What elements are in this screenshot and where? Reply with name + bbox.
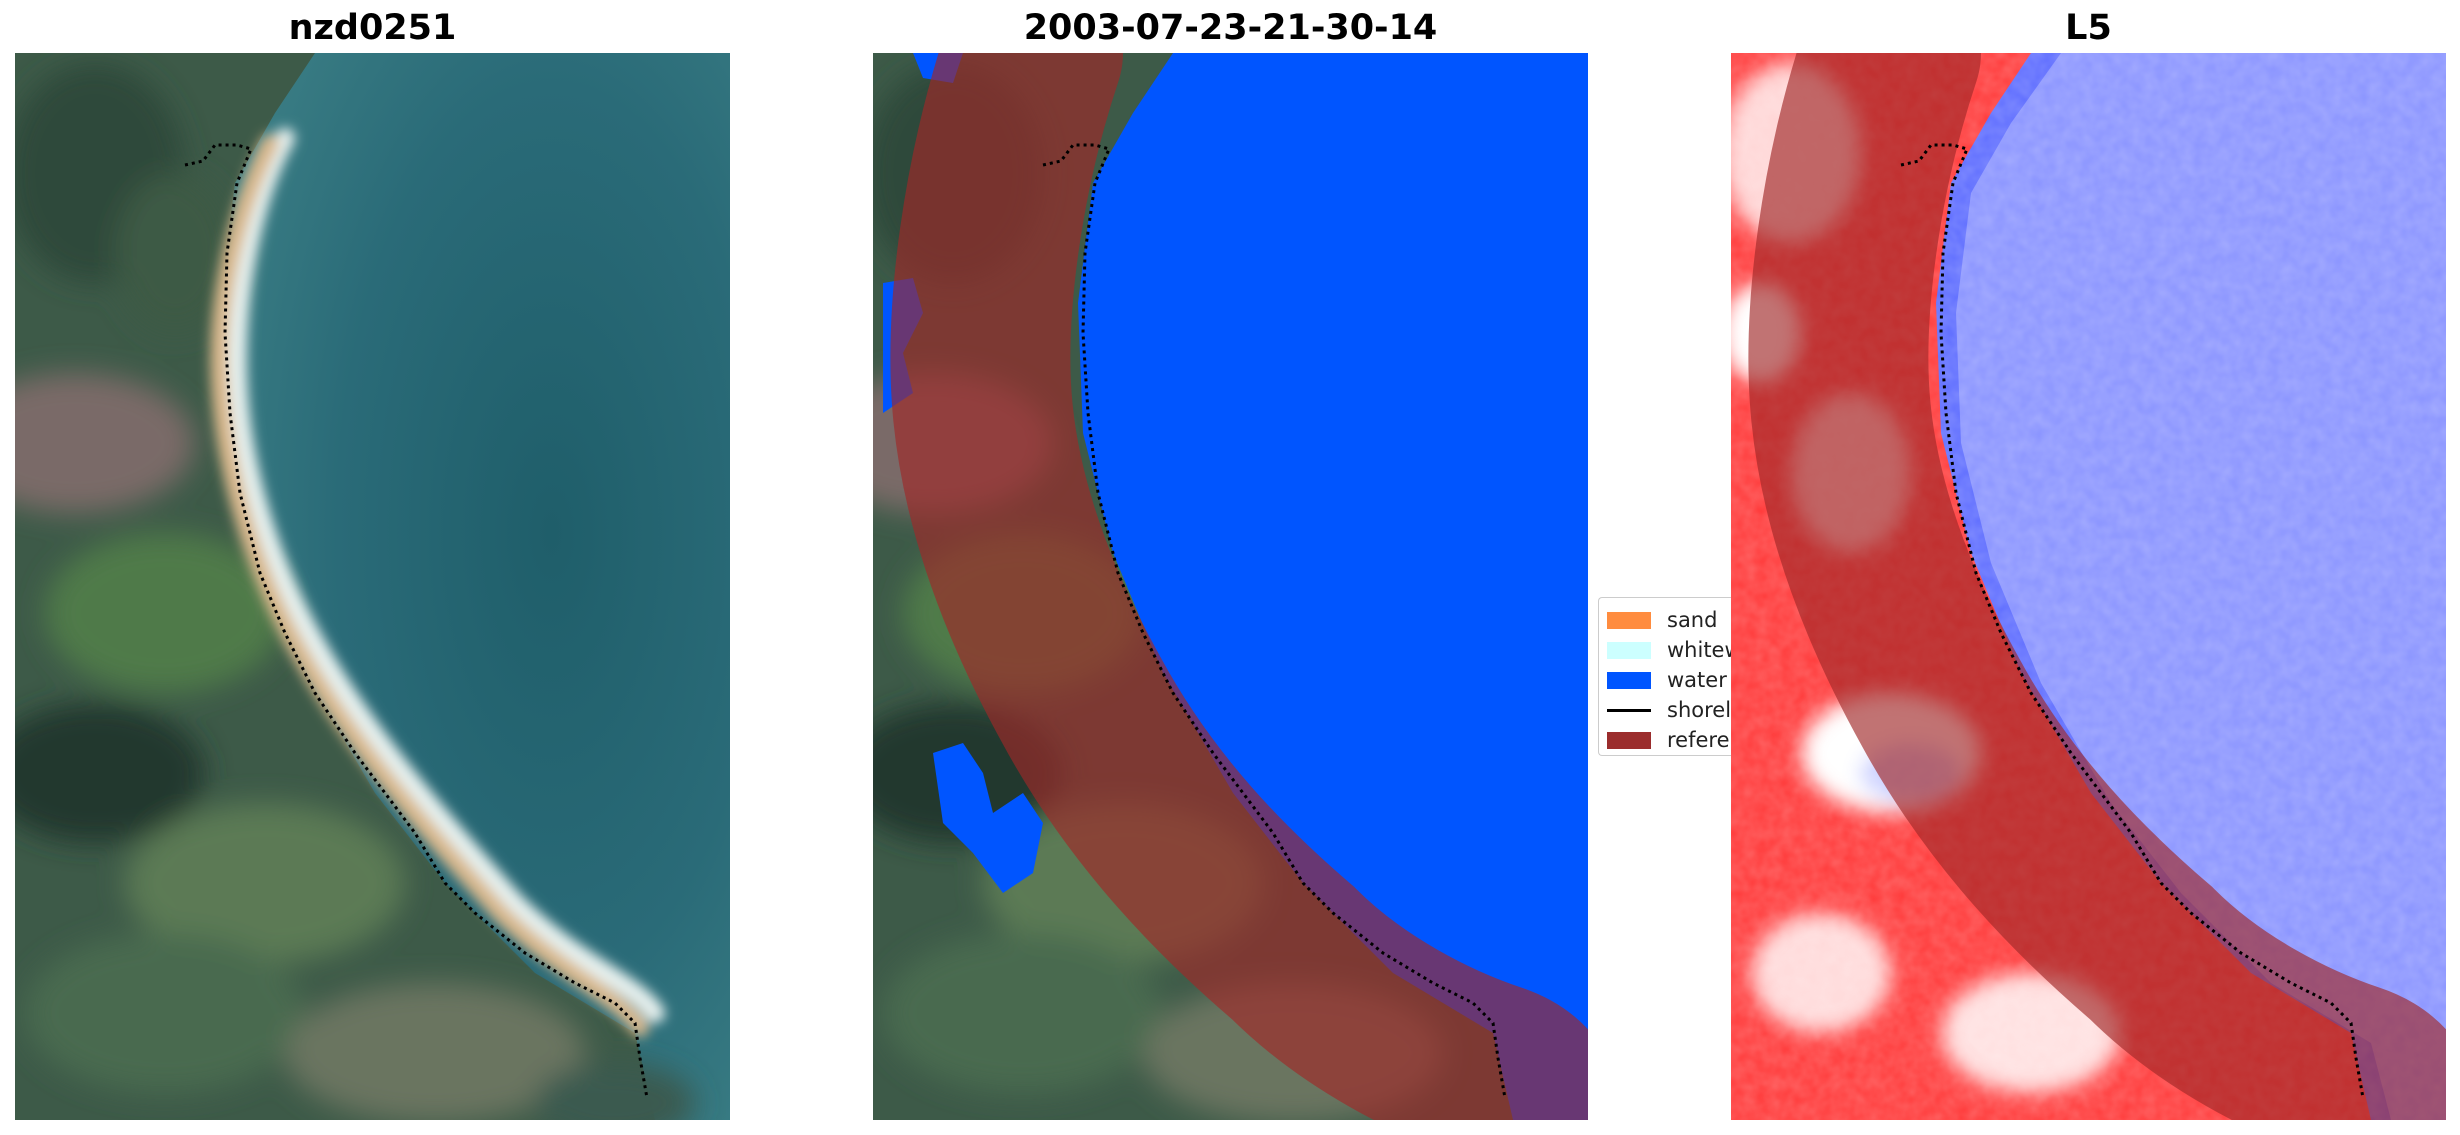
legend-label: reference shoreline buffer [1667,728,1735,752]
buffer-swatch [1607,731,1651,749]
classification-image [873,53,1588,1120]
legend-item-water: water [1607,667,1727,693]
rgb-image-panel [15,53,730,1120]
shoreline-line [1042,143,1507,1099]
legend-label: shoreline [1667,698,1735,722]
legend-label: sand [1667,608,1718,632]
panel-title-index: L5 [2065,8,2112,48]
legend-item-shoreline: shoreline [1607,697,1735,723]
legend-item-buffer: reference shoreline buffer [1607,727,1735,753]
panel-title-rgb: nzd0251 [288,8,457,48]
shoreline-line [184,143,649,1099]
sand-swatch [1607,611,1651,629]
panel-title-classification: 2003-07-23-21-30-14 [1023,8,1438,48]
index-image [1731,53,2446,1120]
legend-item-sand: sand [1607,607,1717,633]
whitewater-swatch [1607,641,1651,659]
legend-label: water [1667,668,1727,692]
shoreline-line [1900,143,2365,1099]
shoreline-swatch [1607,708,1651,712]
rgb-image [15,53,730,1120]
water-swatch [1607,671,1651,689]
index-panel [1731,53,2446,1120]
classification-panel [873,53,1588,1120]
